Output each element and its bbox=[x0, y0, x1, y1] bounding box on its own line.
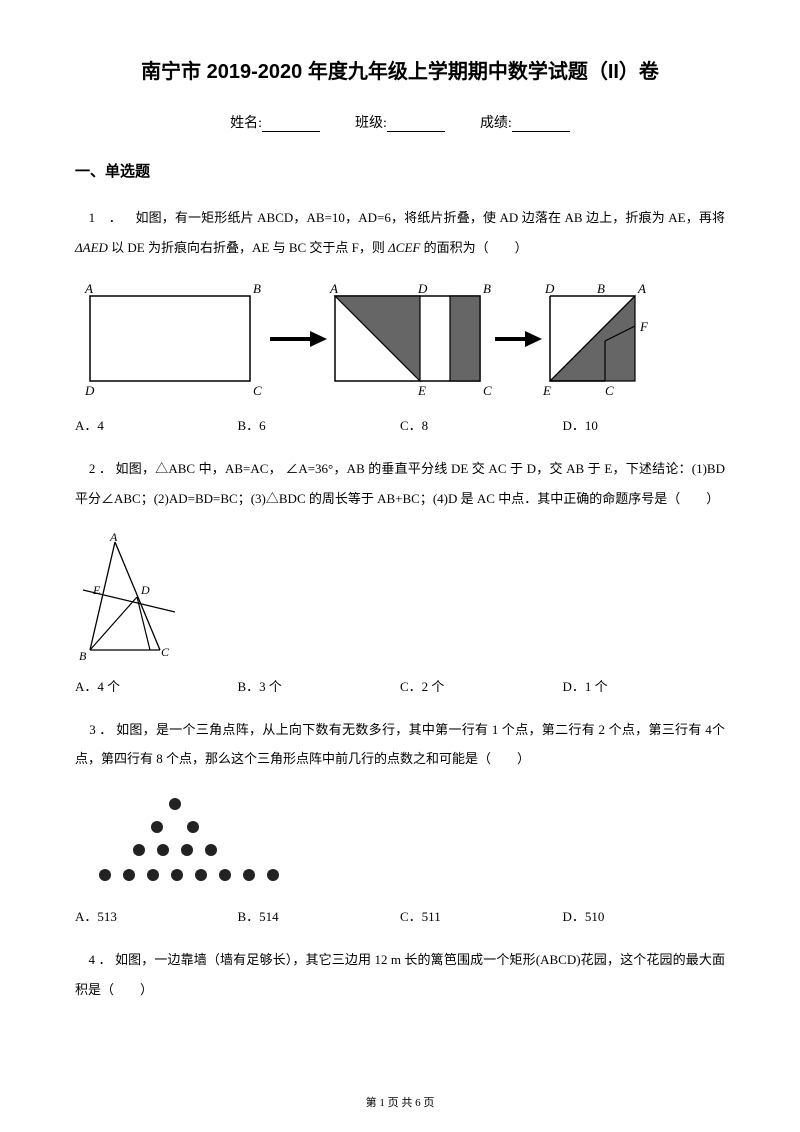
q1-math1: ΔAED bbox=[75, 240, 108, 255]
lbl-D: D bbox=[84, 383, 95, 398]
t2-A: A bbox=[109, 532, 118, 544]
fold-diagram: A B D C A D B E C bbox=[75, 281, 665, 401]
q4-text: 如图，一边靠墙（墙有足够长），其它三边用 12 m 长的篱笆围成一个矩形(ABC… bbox=[75, 952, 725, 997]
q3-choice-d[interactable]: D．510 bbox=[563, 906, 726, 925]
q3-choices: A．513 B．514 C．511 D．510 bbox=[75, 906, 725, 925]
q4-dot: ． bbox=[98, 952, 111, 967]
lbl3-E: E bbox=[542, 383, 551, 398]
lbl3-A: A bbox=[637, 281, 646, 296]
lbl3-D: D bbox=[544, 281, 555, 296]
score-blank[interactable] bbox=[512, 116, 570, 132]
q1-text1: 如图，有一矩形纸片 ABCD，AB=10，AD=6，将纸片折叠，使 AD 边落在… bbox=[135, 210, 725, 225]
q2-choice-a[interactable]: A．4 个 bbox=[75, 676, 238, 695]
figure-3 bbox=[75, 792, 725, 892]
score-label: 成绩: bbox=[480, 116, 512, 131]
name-blank[interactable] bbox=[262, 116, 320, 132]
triangle-diagram: A E D B C bbox=[75, 532, 225, 662]
lbl3-B: B bbox=[597, 281, 605, 296]
lbl-A: A bbox=[84, 281, 93, 296]
q3-dot: ． bbox=[99, 722, 112, 737]
q1-choices: A．4 B．6 C．8 D．10 bbox=[75, 415, 725, 434]
t2-B: B bbox=[79, 649, 87, 662]
dot-triangle bbox=[75, 792, 335, 892]
lbl2-E: E bbox=[417, 383, 426, 398]
q1-choice-a[interactable]: A．4 bbox=[75, 415, 238, 434]
info-line: 姓名: 班级: 成绩: bbox=[75, 112, 725, 132]
lbl3-F: F bbox=[639, 319, 649, 334]
q3-choice-b[interactable]: B．514 bbox=[238, 906, 401, 925]
q1-math2: ΔCEF bbox=[388, 240, 420, 255]
t2-D: D bbox=[140, 583, 150, 597]
figure-2: A E D B C bbox=[75, 532, 725, 662]
lbl3-C: C bbox=[605, 383, 614, 398]
q2-dot: ． bbox=[99, 461, 112, 476]
page-footer: 第 1 页 共 6 页 bbox=[0, 1094, 800, 1110]
q4-num: 4 bbox=[89, 952, 96, 967]
q3-text: 如图，是一个三角点阵，从上向下数有无数多行，其中第一行有 1 个点，第二行有 2… bbox=[75, 722, 725, 767]
q2-num: 2 bbox=[89, 461, 96, 476]
lbl2-D: D bbox=[417, 281, 428, 296]
lbl2-C: C bbox=[483, 383, 492, 398]
figure-1: A B D C A D B E C bbox=[75, 281, 725, 401]
section-heading: 一、单选题 bbox=[75, 160, 725, 181]
q2-choice-c[interactable]: C．2 个 bbox=[400, 676, 563, 695]
q2-choices: A．4 个 B．3 个 C．2 个 D．1 个 bbox=[75, 676, 725, 695]
question-1: 1 ． 如图，有一矩形纸片 ABCD，AB=10，AD=6，将纸片折叠，使 AD… bbox=[75, 203, 725, 263]
q1-text3: 的面积为（ ） bbox=[424, 240, 528, 255]
q1-num: 1 bbox=[89, 210, 96, 225]
q1-text2: 以 DE 为折痕向右折叠，AE 与 BC 交于点 F，则 bbox=[111, 240, 385, 255]
lbl-C: C bbox=[253, 383, 262, 398]
q2-choice-b[interactable]: B．3 个 bbox=[238, 676, 401, 695]
lbl-B: B bbox=[253, 281, 261, 296]
q1-dot: ． bbox=[109, 210, 122, 225]
class-blank[interactable] bbox=[387, 116, 445, 132]
name-label: 姓名: bbox=[230, 116, 262, 131]
class-label: 班级: bbox=[355, 116, 387, 131]
lbl2-B: B bbox=[483, 281, 491, 296]
question-2: 2 ． 如图，△ABC 中，AB=AC， ∠A=36°，AB 的垂直平分线 DE… bbox=[75, 454, 725, 514]
q3-num: 3 bbox=[89, 722, 96, 737]
exam-page: 南宁市 2019-2020 年度九年级上学期期中数学试题（II）卷 姓名: 班级… bbox=[0, 0, 800, 1132]
arrow-icon-2 bbox=[495, 331, 542, 347]
t2-C: C bbox=[161, 645, 170, 659]
q1-choice-c[interactable]: C．8 bbox=[400, 415, 563, 434]
q1-choice-d[interactable]: D．10 bbox=[563, 415, 726, 434]
q3-choice-c[interactable]: C．511 bbox=[400, 906, 563, 925]
question-4: 4 ． 如图，一边靠墙（墙有足够长），其它三边用 12 m 长的篱笆围成一个矩形… bbox=[75, 945, 725, 1005]
page-title: 南宁市 2019-2020 年度九年级上学期期中数学试题（II）卷 bbox=[75, 55, 725, 84]
lbl2-A: A bbox=[329, 281, 338, 296]
arrow-icon bbox=[270, 331, 327, 347]
q3-choice-a[interactable]: A．513 bbox=[75, 906, 238, 925]
t2-E: E bbox=[92, 583, 101, 597]
q2-text: 如图，△ABC 中，AB=AC， ∠A=36°，AB 的垂直平分线 DE 交 A… bbox=[75, 461, 725, 506]
q2-choice-d[interactable]: D．1 个 bbox=[563, 676, 726, 695]
question-3: 3 ． 如图，是一个三角点阵，从上向下数有无数多行，其中第一行有 1 个点，第二… bbox=[75, 715, 725, 775]
q1-choice-b[interactable]: B．6 bbox=[238, 415, 401, 434]
